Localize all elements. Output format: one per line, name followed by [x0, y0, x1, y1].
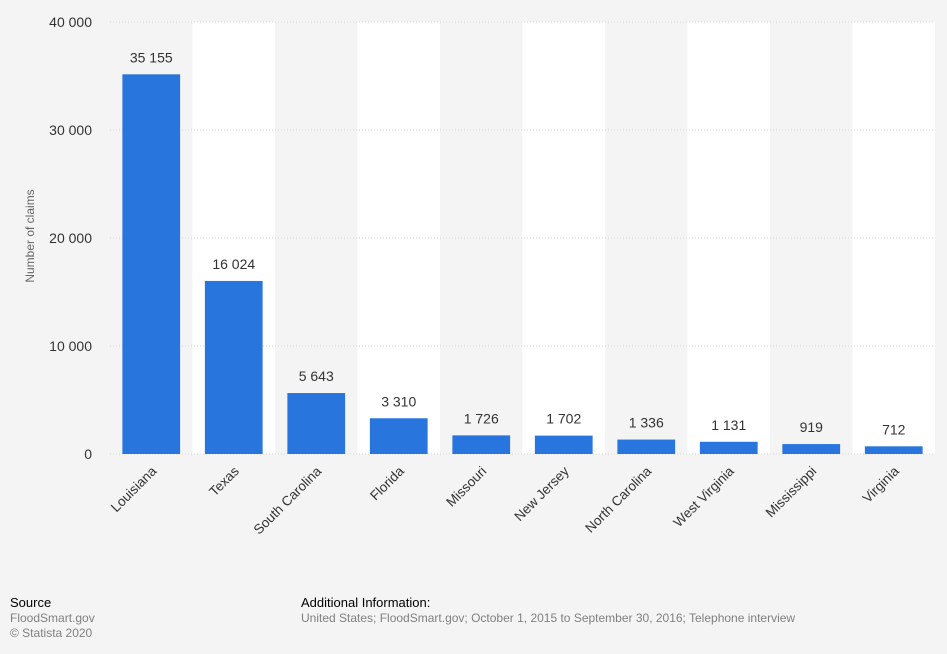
- x-tick-label: South Carolina: [251, 463, 325, 537]
- data-label: 5 643: [299, 368, 334, 384]
- data-labels: 35 155 16 024 5 643 3 310 1 726 1 702 1 336 1 1…: [130, 49, 906, 437]
- bar-south-carolina: [287, 393, 346, 454]
- data-label: 919: [800, 419, 824, 435]
- bar-texas: [204, 280, 263, 454]
- source-line-2: © Statista 2020: [10, 626, 93, 640]
- x-tick-label: Virginia: [860, 463, 903, 506]
- y-tick-label: 0: [84, 446, 92, 462]
- additional-info-text: United States; FloodSmart.gov; October 1…: [301, 611, 796, 625]
- y-tick-label: 30 000: [49, 122, 92, 138]
- source-heading: Source: [10, 595, 52, 610]
- additional-info-heading: Additional Information:: [301, 595, 431, 610]
- bar-mississippi: [782, 444, 841, 454]
- x-tick-label: North Carolina: [582, 463, 654, 535]
- bar-north-carolina: [617, 439, 676, 454]
- bar-new-jersey: [534, 435, 593, 454]
- category-labels: Louisiana Texas South Carolina Florida Misso…: [108, 463, 902, 537]
- bar-virginia: [864, 446, 923, 454]
- x-tick-label: West Virginia: [670, 463, 737, 530]
- x-tick-label: Louisiana: [108, 463, 160, 515]
- data-label: 1 726: [464, 410, 499, 426]
- y-axis-label: Number of claims: [23, 189, 37, 282]
- bar-west-virginia: [699, 441, 758, 454]
- data-label: 3 310: [381, 393, 416, 409]
- data-label: 35 155: [130, 49, 173, 65]
- bar-chart: 0 10 000 20 000 30 000 40 000 Number of clai…: [23, 14, 935, 537]
- x-tick-label: Florida: [367, 463, 407, 503]
- x-tick-label: Missouri: [443, 464, 489, 510]
- y-axis-ticks: 0 10 000 20 000 30 000 40 000: [49, 14, 92, 462]
- source-block: Source FloodSmart.gov © Statista 2020: [10, 595, 95, 641]
- x-tick-label: Texas: [206, 463, 242, 499]
- x-tick-label: Mississippi: [763, 464, 820, 521]
- data-label: 1 336: [629, 415, 664, 431]
- y-tick-label: 20 000: [49, 230, 92, 246]
- source-line-1: FloodSmart.gov: [10, 611, 95, 625]
- data-label: 712: [882, 421, 906, 437]
- data-label: 1 702: [546, 411, 581, 427]
- bar-louisiana: [122, 74, 181, 455]
- data-label: 16 024: [212, 256, 255, 272]
- x-tick-label: New Jersey: [511, 463, 572, 524]
- data-label: 1 131: [711, 417, 746, 433]
- y-tick-label: 10 000: [49, 338, 92, 354]
- additional-info-block: Additional Information: United States; F…: [301, 595, 795, 626]
- bars: [122, 74, 923, 455]
- y-tick-label: 40 000: [49, 14, 92, 30]
- bar-missouri: [452, 435, 511, 454]
- bar-florida: [369, 418, 428, 454]
